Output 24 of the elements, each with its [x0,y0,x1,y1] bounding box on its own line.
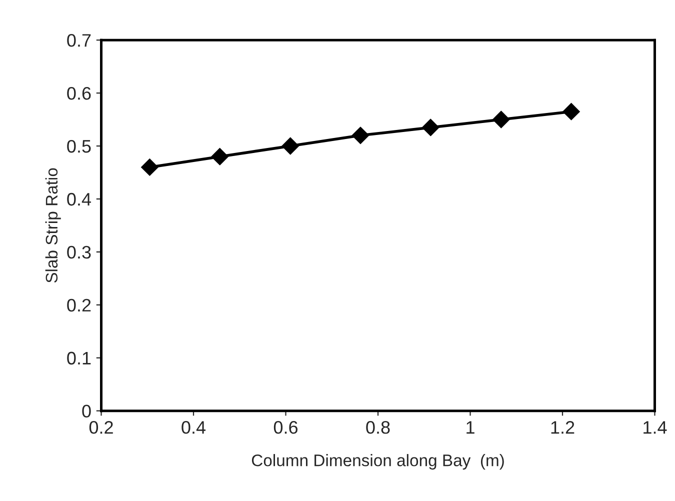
y-tick-label: 0.3 [67,246,91,259]
y-tick-label: 0.7 [67,34,91,47]
y-tick-label: 0.1 [67,352,91,365]
point [282,137,299,155]
point [422,118,440,136]
point [352,126,370,144]
y-tick-label: 0.2 [67,298,91,312]
y-tick-label: 0.4 [67,192,91,206]
x-tick-label: 1 [466,421,474,434]
point [492,110,510,128]
y-tick-label: 0.5 [67,140,91,153]
x-tick-label: 0.8 [366,421,390,434]
point [211,148,228,166]
y-axis-title: Slab Strip Ratio [45,168,61,283]
x-axis-title: Column Dimension along Bay (m) [252,454,504,470]
x-tick-label: 0.2 [89,421,113,434]
x-tick-label: 1.4 [644,421,667,434]
y-tick-label: 0.6 [67,86,91,100]
x-tick-label: 0.4 [182,421,206,434]
point [141,158,158,176]
x-tick-label: 0.6 [274,421,298,434]
x-tick-label: 1.2 [551,421,574,434]
y-tick-label: 0 [82,404,91,418]
point [562,103,580,120]
